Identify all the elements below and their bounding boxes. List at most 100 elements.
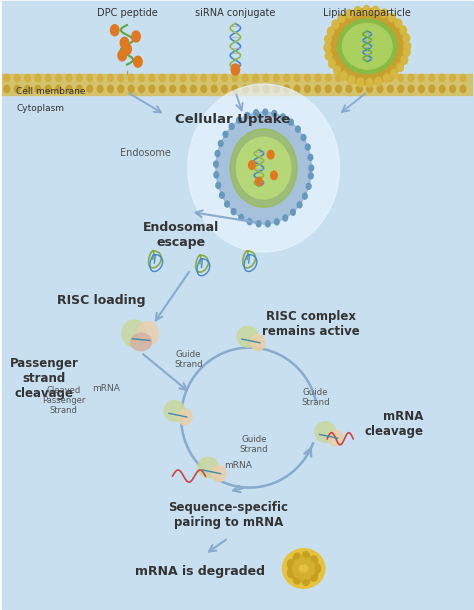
Circle shape xyxy=(325,51,332,60)
Ellipse shape xyxy=(237,326,258,347)
Circle shape xyxy=(256,221,261,227)
Circle shape xyxy=(460,85,466,93)
Circle shape xyxy=(288,568,295,578)
Circle shape xyxy=(325,35,331,44)
Circle shape xyxy=(56,74,62,82)
Circle shape xyxy=(139,74,145,82)
Circle shape xyxy=(211,85,217,93)
Circle shape xyxy=(229,123,234,129)
Circle shape xyxy=(293,553,301,563)
Text: mRNA: mRNA xyxy=(224,461,252,470)
Text: DPC peptide: DPC peptide xyxy=(97,8,157,18)
Circle shape xyxy=(180,74,186,82)
Circle shape xyxy=(239,215,244,221)
Text: siRNA conjugate: siRNA conjugate xyxy=(195,8,275,18)
Circle shape xyxy=(301,135,306,141)
Ellipse shape xyxy=(338,19,397,74)
Circle shape xyxy=(159,74,165,82)
Circle shape xyxy=(346,74,352,82)
Circle shape xyxy=(300,573,305,580)
Circle shape xyxy=(308,154,313,160)
Circle shape xyxy=(132,31,140,42)
Circle shape xyxy=(325,74,331,82)
Ellipse shape xyxy=(212,465,226,481)
Circle shape xyxy=(35,85,41,93)
Circle shape xyxy=(139,85,145,93)
Circle shape xyxy=(46,74,51,82)
Circle shape xyxy=(25,85,30,93)
Circle shape xyxy=(315,85,320,93)
Circle shape xyxy=(248,161,255,170)
Circle shape xyxy=(231,64,239,75)
Ellipse shape xyxy=(326,9,409,84)
Circle shape xyxy=(363,5,370,14)
Circle shape xyxy=(315,74,320,82)
Circle shape xyxy=(460,74,466,82)
Circle shape xyxy=(310,572,318,581)
Circle shape xyxy=(310,556,318,565)
Circle shape xyxy=(302,576,310,586)
Circle shape xyxy=(219,192,224,198)
Circle shape xyxy=(271,171,277,179)
Circle shape xyxy=(267,151,274,159)
Circle shape xyxy=(87,74,92,82)
Circle shape xyxy=(408,85,414,93)
Circle shape xyxy=(46,85,51,93)
Circle shape xyxy=(35,74,41,82)
Circle shape xyxy=(14,74,20,82)
Circle shape xyxy=(403,34,410,42)
Ellipse shape xyxy=(122,320,146,347)
Circle shape xyxy=(263,109,268,115)
Ellipse shape xyxy=(230,129,297,207)
Circle shape xyxy=(429,74,435,82)
Ellipse shape xyxy=(164,401,185,422)
Circle shape xyxy=(159,85,165,93)
Ellipse shape xyxy=(188,84,339,252)
Circle shape xyxy=(389,13,395,22)
Circle shape xyxy=(191,74,196,82)
Circle shape xyxy=(108,74,113,82)
Circle shape xyxy=(273,85,279,93)
Circle shape xyxy=(313,564,320,573)
Text: Lipid nanoparticle: Lipid nanoparticle xyxy=(323,8,411,18)
Circle shape xyxy=(328,27,334,36)
Circle shape xyxy=(294,560,300,567)
Circle shape xyxy=(222,74,228,82)
Circle shape xyxy=(118,85,124,93)
Circle shape xyxy=(357,78,364,87)
Circle shape xyxy=(225,201,229,207)
Circle shape xyxy=(309,165,314,171)
Circle shape xyxy=(14,85,20,93)
Circle shape xyxy=(305,572,311,579)
Circle shape xyxy=(419,74,424,82)
Circle shape xyxy=(398,74,403,82)
Circle shape xyxy=(191,85,196,93)
Circle shape xyxy=(367,85,373,93)
Circle shape xyxy=(332,20,338,29)
Circle shape xyxy=(356,74,362,82)
Circle shape xyxy=(201,74,207,82)
Circle shape xyxy=(120,37,129,48)
Text: Cellular Uptake: Cellular Uptake xyxy=(175,113,291,126)
Circle shape xyxy=(76,74,82,82)
Circle shape xyxy=(336,74,341,82)
Ellipse shape xyxy=(178,409,192,425)
Circle shape xyxy=(265,221,270,227)
Circle shape xyxy=(232,85,237,93)
Text: Endosomal
escape: Endosomal escape xyxy=(143,221,219,249)
Circle shape xyxy=(97,85,103,93)
Ellipse shape xyxy=(251,335,265,351)
Circle shape xyxy=(231,209,236,215)
Circle shape xyxy=(292,565,298,572)
Circle shape xyxy=(336,85,341,93)
Circle shape xyxy=(397,63,403,71)
Circle shape xyxy=(245,112,250,118)
Circle shape xyxy=(281,114,285,120)
Ellipse shape xyxy=(137,321,158,345)
Circle shape xyxy=(66,85,72,93)
Circle shape xyxy=(283,215,288,221)
Circle shape xyxy=(291,209,295,215)
Circle shape xyxy=(328,59,335,68)
Circle shape xyxy=(4,74,9,82)
Ellipse shape xyxy=(131,333,152,351)
